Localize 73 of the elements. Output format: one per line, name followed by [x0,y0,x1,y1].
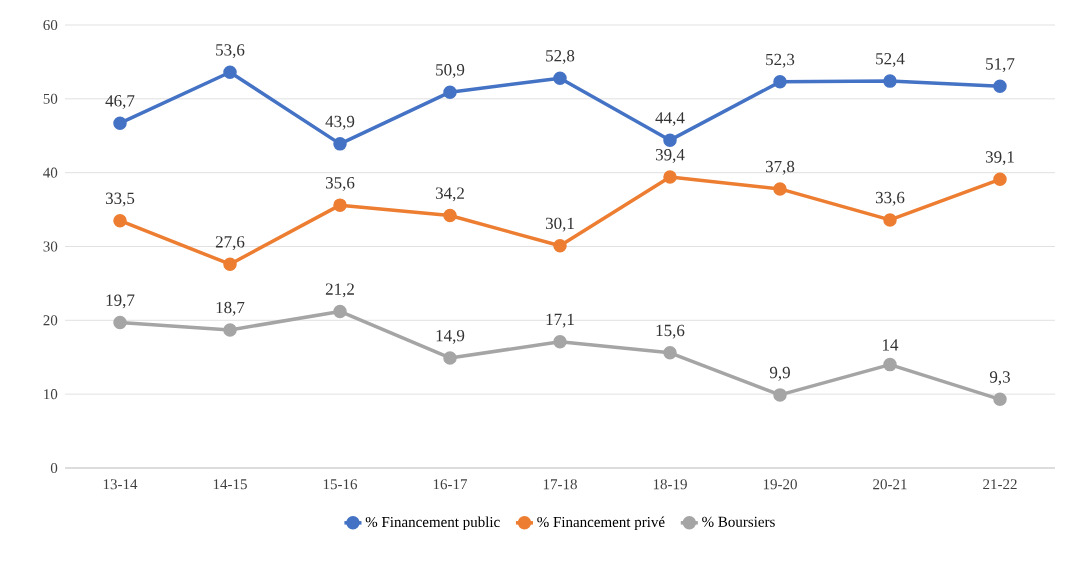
point [663,170,677,184]
point [663,346,677,360]
data-label: 35,6 [325,177,355,191]
point [333,198,347,212]
data-label: 33,5 [105,192,135,207]
point [993,172,1007,187]
x-tick-label: 18-19 [653,479,687,490]
legend-label: % Financement public [365,516,500,531]
data-label: 9,3 [989,371,1010,386]
point [883,213,897,227]
x-tick-label: 21-22 [983,479,1017,490]
y-tick-label: 40 [43,167,58,178]
data-label: 44,4 [655,112,685,126]
x-tick-label: 17-18 [543,479,577,490]
x-tick-label: 15-16 [323,479,358,490]
point [993,79,1007,94]
point [993,392,1007,407]
y-tick-label: 10 [44,389,58,400]
data-label: 19,7 [106,294,135,309]
data-label: 9,9 [769,366,790,381]
point [333,137,347,151]
data-label: 15,6 [656,324,685,339]
point [883,74,897,88]
point [443,85,457,99]
point [443,208,457,223]
x-tick-label: 20-21 [873,479,907,490]
y-tick-label: 0 [50,462,58,474]
legend-label: % Boursiers [702,516,775,527]
point [333,304,347,319]
x-tick-label: 16-17 [433,479,468,490]
y-tick-label: 60 [43,19,58,31]
point [883,357,897,372]
data-label: 46,7 [105,95,135,109]
point [553,71,567,85]
data-label: 33,6 [875,191,905,206]
data-label: 37,8 [765,160,795,175]
point [553,334,567,349]
point [223,257,237,271]
data-label: 53,6 [216,44,245,59]
data-label: 17,1 [546,313,574,328]
point [773,182,787,196]
point [113,116,127,130]
data-label: 21,2 [325,283,354,298]
point [773,75,787,89]
data-label: 39,4 [655,149,685,163]
y-tick-label: 20 [43,315,58,326]
x-tick-label: 13-14 [103,479,138,490]
point [113,315,127,330]
point [553,239,567,253]
data-label: 52,8 [546,50,575,64]
data-label: 18,7 [216,301,245,316]
x-tick-label: 19-20 [763,479,797,490]
data-label: 50,9 [436,64,465,78]
data-label: 51,7 [986,58,1015,73]
legend-label: % Financement privé [537,516,665,531]
data-label: 27,6 [215,236,245,251]
data-label: 30,1 [545,217,574,232]
point [113,213,127,228]
y-tick-label: 50 [43,93,58,104]
x-tick-label: 14-15 [213,479,247,490]
data-label: 14,9 [436,329,465,344]
point [223,65,237,79]
point [663,133,677,147]
data-label: 52,3 [766,53,795,68]
data-label: 52,4 [876,53,905,67]
y-tick-label: 30 [43,241,58,252]
data-label: 14 [882,339,899,351]
point [773,388,787,402]
point [443,351,457,365]
data-label: 39,1 [985,151,1014,166]
data-label: 43,9 [325,115,355,130]
data-label: 34,2 [435,187,464,202]
point [223,323,237,337]
